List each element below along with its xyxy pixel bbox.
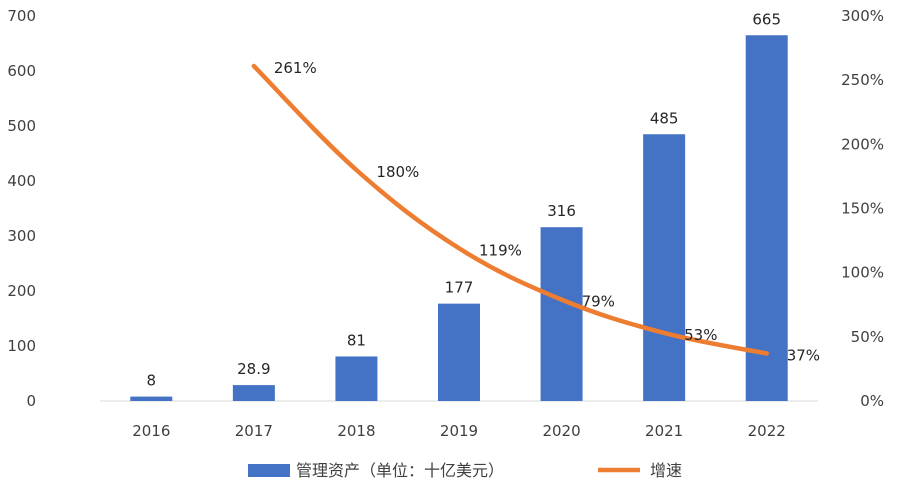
left-axis-tick-label: 400 — [7, 172, 36, 190]
bar — [130, 396, 173, 401]
line-data-label: 261% — [274, 59, 317, 77]
x-axis-tick-label: 2021 — [645, 422, 683, 440]
bar-data-label: 485 — [650, 109, 679, 127]
x-axis-ticks: 2016 2017 2018 2019 2020 2021 2022 — [132, 422, 786, 440]
legend-line-label: 增速 — [650, 461, 682, 480]
right-axis-tick-label: 200% — [841, 135, 884, 153]
right-axis-tick-label: 150% — [841, 200, 884, 218]
left-axis-tick-label: 500 — [7, 117, 36, 135]
left-axis-tick-label: 100 — [7, 337, 36, 355]
legend-bar-label: 管理资产（单位：十亿美元） — [296, 461, 504, 480]
line-data-label: 53% — [684, 326, 717, 344]
line-data-label: 37% — [787, 347, 820, 365]
bar-data-label: 316 — [547, 202, 576, 220]
line-data-labels: 261% 180% 119% 79% 53% 37% — [274, 59, 820, 364]
bar-data-label: 665 — [752, 10, 781, 28]
x-axis-tick-label: 2018 — [337, 422, 375, 440]
bar — [438, 303, 480, 401]
growth-line — [251, 63, 769, 356]
bar-data-label: 8 — [147, 372, 157, 390]
right-axis-tick-label: 50% — [851, 328, 884, 346]
left-axis-tick-label: 600 — [7, 62, 36, 80]
line-data-label: 180% — [376, 163, 419, 181]
bar-data-label: 28.9 — [237, 360, 270, 378]
bar — [335, 356, 378, 401]
left-axis-tick-label: 200 — [7, 282, 36, 300]
x-axis-tick-label: 2019 — [440, 422, 478, 440]
line-data-label: 119% — [479, 241, 522, 259]
x-axis-tick-label: 2022 — [748, 422, 786, 440]
x-axis-tick-label: 2020 — [542, 422, 580, 440]
bar — [643, 134, 686, 401]
bar — [232, 385, 275, 401]
bar — [540, 227, 583, 401]
right-axis-tick-label: 100% — [841, 264, 884, 282]
right-axis-tick-label: 300% — [841, 7, 884, 25]
bar-data-labels: 8 28.9 81 177 316 485 665 — [147, 10, 782, 389]
legend: 管理资产（单位：十亿美元） 增速 — [248, 461, 682, 480]
right-axis-tick-label: 0% — [860, 392, 884, 410]
bar — [745, 35, 788, 401]
left-axis-tick-label: 0 — [26, 392, 36, 410]
x-axis-tick-label: 2017 — [235, 422, 273, 440]
bar-series — [130, 35, 788, 401]
right-axis-tick-label: 250% — [841, 71, 884, 89]
bar-data-label: 177 — [445, 279, 474, 297]
bar-data-label: 81 — [347, 331, 366, 349]
x-axis-tick-label: 2016 — [132, 422, 170, 440]
right-axis-ticks: 0% 50% 100% 150% 200% 250% 300% — [841, 7, 884, 410]
legend-bar-swatch — [248, 464, 290, 477]
left-axis-tick-label: 700 — [7, 7, 36, 25]
left-axis-tick-label: 300 — [7, 227, 36, 245]
line-data-label: 79% — [582, 293, 615, 311]
left-axis-ticks: 0 100 200 300 400 500 600 700 — [7, 7, 36, 410]
